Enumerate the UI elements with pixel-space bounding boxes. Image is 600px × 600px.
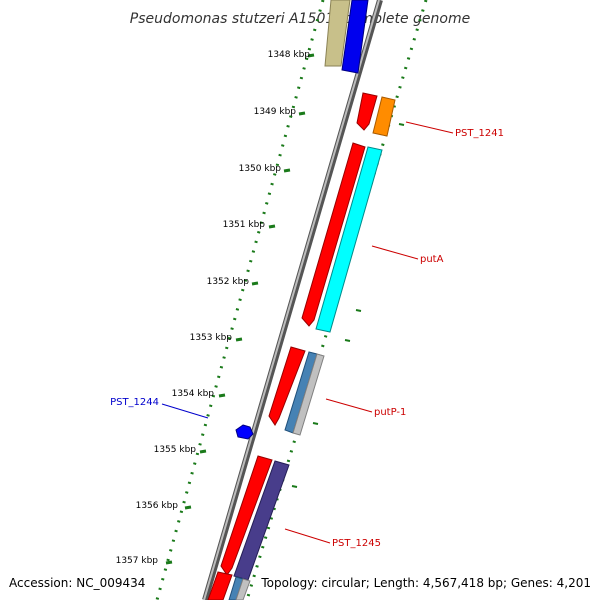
scale-label: 1354 kbp <box>172 389 215 399</box>
gene-label-pst1244[interactable]: PST_1244 <box>110 397 159 408</box>
scale-tick <box>165 560 173 565</box>
label-leader-line <box>325 398 373 413</box>
topology-text: Topology: circular; Length: 4,567,418 bp… <box>261 576 591 590</box>
scale-tick <box>235 337 243 342</box>
scale-label: 1352 kbp <box>207 277 250 287</box>
gene-feature-red[interactable] <box>207 571 233 600</box>
scale-tick <box>268 224 276 229</box>
scale-label: 1355 kbp <box>154 445 197 455</box>
scale-label: 1350 kbp <box>239 164 282 174</box>
gene-feature-steelblue[interactable] <box>228 576 244 600</box>
scale-tick <box>199 449 207 454</box>
gene-feature-cyan[interactable] <box>315 146 383 333</box>
scale-tick <box>184 505 192 510</box>
scale-label: 1356 kbp <box>136 501 179 511</box>
scale-tick <box>307 53 315 58</box>
gene-feature-red[interactable] <box>301 142 366 327</box>
scale-tick <box>251 281 259 286</box>
label-leader-line <box>371 245 419 260</box>
gene-feature-red[interactable] <box>268 346 306 426</box>
gene-feature-silver[interactable] <box>292 353 325 436</box>
gene-feature-red[interactable] <box>220 455 273 576</box>
scale-label: 1349 kbp <box>254 107 297 117</box>
gene-feature-silver[interactable] <box>235 578 251 600</box>
accession-text: Accession: NC_009434 <box>9 576 146 590</box>
scale-tick <box>298 111 306 116</box>
gene-label-pst1245[interactable]: PST_1245 <box>332 538 381 549</box>
gene-feature-small-blue[interactable] <box>235 424 254 440</box>
scale-label: 1348 kbp <box>268 50 311 60</box>
left-dotted-track <box>155 0 325 600</box>
label-leader-line <box>161 403 209 419</box>
gene-feature-orange[interactable] <box>372 96 396 137</box>
gene-label-puta[interactable]: putA <box>420 254 444 265</box>
gene-feature-blue[interactable] <box>341 0 369 74</box>
scale-tick <box>218 393 226 398</box>
map-title: Pseudomonas stutzeri A1501, complete gen… <box>130 11 470 27</box>
scale-label: 1353 kbp <box>190 333 233 343</box>
gene-label-putp1[interactable]: putP-1 <box>374 407 406 418</box>
scale-label: 1357 kbp <box>116 556 159 566</box>
gene-feature-red[interactable] <box>356 92 378 131</box>
gene-label-pst1241[interactable]: PST_1241 <box>455 128 504 139</box>
label-leader-line <box>405 121 454 134</box>
gene-feature-khaki[interactable] <box>324 0 351 67</box>
scale-tick <box>283 168 291 173</box>
scale-label: 1351 kbp <box>223 220 266 230</box>
label-leader-line <box>284 528 331 544</box>
